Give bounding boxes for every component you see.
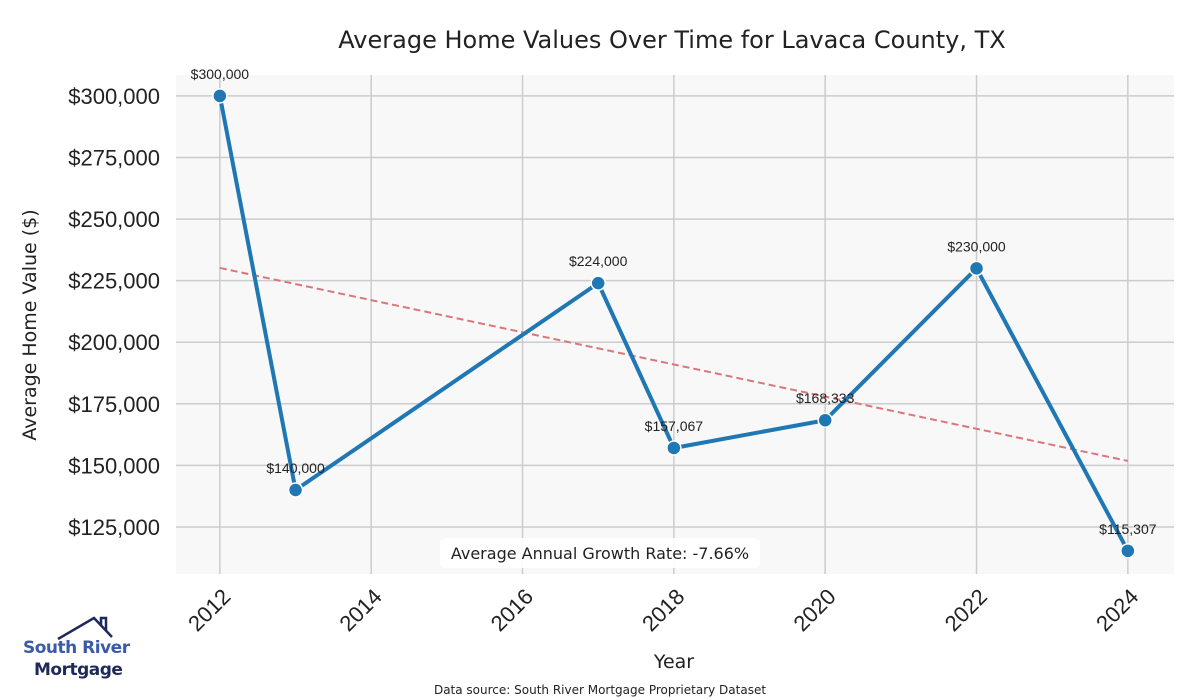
growth-rate-annotation: Average Annual Growth Rate: -7.66% (451, 544, 749, 563)
data-label: $115,307 (1099, 521, 1157, 537)
y-tick-label: $250,000 (68, 207, 160, 232)
plot-area (176, 75, 1174, 574)
annotation-box (440, 538, 760, 568)
data-point (666, 440, 682, 456)
data-source: Data source: South River Mortgage Propri… (434, 683, 766, 697)
data-label: $224,000 (569, 253, 628, 269)
x-axis-label: Year (653, 651, 694, 673)
logo-line1: South River (23, 638, 130, 658)
data-label: $230,000 (947, 238, 1006, 254)
y-tick-label: $300,000 (68, 84, 160, 109)
chart-title: Average Home Values Over Time for Lavaca… (338, 26, 1005, 54)
y-tick-label: $200,000 (68, 330, 160, 355)
data-point (817, 412, 833, 428)
data-point (212, 88, 228, 104)
y-tick-label: $225,000 (68, 269, 160, 294)
data-label: $157,067 (645, 418, 704, 434)
y-axis-label: Average Home Value ($) (19, 209, 41, 440)
y-tick-label: $125,000 (68, 515, 160, 540)
y-tick-label: $275,000 (68, 146, 160, 171)
x-tick-label: 2018 (637, 584, 689, 636)
y-tick-label: $150,000 (68, 453, 160, 478)
data-label: $140,000 (266, 460, 325, 476)
data-point (590, 275, 606, 291)
data-point (287, 482, 304, 498)
logo: South River Mortgage (18, 614, 130, 682)
data-label: $300,000 (191, 66, 250, 82)
x-tick-label: 2024 (1091, 584, 1143, 636)
x-tick-label: 2020 (788, 584, 840, 636)
x-tick-label: 2012 (183, 584, 235, 636)
data-label: $168,333 (796, 390, 855, 406)
y-tick-label: $175,000 (68, 392, 160, 417)
house-roof-icon (57, 616, 113, 641)
data-point (968, 260, 985, 277)
x-tick-label: 2016 (486, 584, 538, 636)
x-tick-label: 2014 (334, 584, 386, 636)
logo-line2: Mortgage (34, 660, 123, 680)
trend-line (219, 266, 1129, 462)
data-point (1120, 543, 1136, 559)
x-tick-label: 2022 (940, 584, 992, 636)
